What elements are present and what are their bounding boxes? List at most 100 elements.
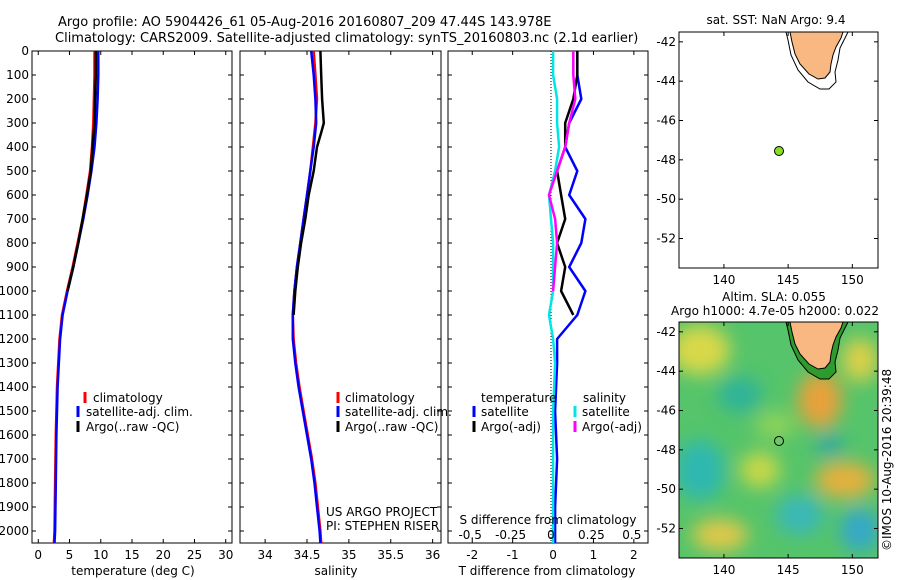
x-tick-label: 140 [712,273,735,287]
legend-temperature-heading: temperature [481,391,556,405]
difference-xlabel: T difference from climatology [458,564,636,578]
x-tick-label: 1 [590,548,598,562]
y-tick-label: 1400 [0,380,29,394]
pi-annotation: PI: STEPHEN RISER [326,519,439,533]
series-line-satellite-adj--clim- [53,51,100,544]
salinity-axes [239,50,442,544]
series-line-satellite [547,51,561,543]
difference-legend: temperature satellite Argo(-adj) salinit… [472,391,642,434]
tasmania-landmass [789,32,844,80]
x-tick-label: 35 [341,548,356,562]
s-diff-tick-label: 0 [547,528,555,542]
legend-s-satellite: satellite [582,405,630,419]
legend-argo: Argo(..raw -QC) [86,420,179,434]
x-tick-label: 15 [124,548,139,562]
y-tick-label: 500 [6,164,29,178]
x-tick-label: 5 [66,548,74,562]
header-line1: Argo profile: AO 5904426_61 05-Aug-2016 … [58,15,551,30]
x-tick-label: 10 [93,548,108,562]
salinity-panel: 34 34.5 35 35.5 36 salinity climatology sate… [239,50,452,578]
y-tick-label: -52 [656,522,676,536]
y-tick-label: -44 [656,364,676,378]
salinity-xlabel: salinity [314,564,357,578]
legend-salinity-heading: salinity [583,391,626,405]
sst-map-panel: sat. SST: NaN Argo: 9.4 140 145 150 -42 -44 -… [656,13,879,287]
y-tick-label: -48 [656,443,676,457]
y-tick-label: 900 [6,260,29,274]
s-difference-label: S difference from climatology [460,513,637,527]
legend-climatology: climatology [93,391,163,405]
series-line-argo---raw--qc- [66,51,98,292]
s-diff-tick-label: 0.5 [622,528,641,542]
y-tick-label: 800 [6,236,29,250]
x-tick-label: 150 [841,273,864,287]
difference-panel: -2 -1 0 1 2 T difference from climatology S … [447,50,649,578]
difference-axes [447,50,649,544]
y-tick-label: 1700 [0,452,29,466]
x-tick-label: 145 [777,563,800,577]
series-line-climatology [52,51,96,544]
header-line2: Climatology: CARS2009. Satellite-adjuste… [55,31,638,46]
x-tick-label: 2 [630,548,638,562]
x-tick-label: 30 [218,548,233,562]
x-tick-label: -1 [507,548,519,562]
x-tick-label: 140 [712,563,735,577]
sla-anomaly-blobs [679,325,878,552]
s-diff-tick-label: -0.5 [458,528,481,542]
y-tick-label: 200 [6,92,29,106]
x-tick-label: 20 [156,548,171,562]
legend-climatology: climatology [345,391,415,405]
x-tick-label: -2 [466,548,478,562]
legend-t-argo: Argo(-adj) [481,420,541,434]
sla-map-title-line2: Argo h1000: 4.7e-05 h2000: 0.022 [671,304,879,318]
tasmania-landmass [789,322,844,370]
temperature-panel: 0 5 10 15 20 25 30 0 100 200 300 400 500 600 700 800 90… [0,44,233,578]
shelf-contour [785,32,849,90]
legend-t-satellite: satellite [481,405,529,419]
y-tick-label: -42 [656,325,676,339]
y-tick-label: -50 [656,482,676,496]
temperature-legend: climatology satellite-adj. clim. Argo(..… [76,391,193,434]
sla-map-title-line1: Altim. SLA: 0.055 [722,290,826,304]
y-tick-label: 1900 [0,500,29,514]
y-tick-label: 1800 [0,476,29,490]
legend-s-argo: Argo(-adj) [582,420,642,434]
sla-map-panel: Altim. SLA: 0.055 Argo h1000: 4.7e-05 h2… [656,290,879,577]
x-tick-label: 0 [549,548,557,562]
salinity-legend: climatology satellite-adj. clim. Argo(..… [336,391,452,434]
y-tick-label: 1300 [0,356,29,370]
y-tick-label: 700 [6,212,29,226]
x-tick-label: 150 [841,563,864,577]
y-tick-label: -48 [656,153,676,167]
argo-float-marker [774,436,784,446]
x-tick-label: 34 [257,548,272,562]
y-tick-label: 1500 [0,404,29,418]
s-diff-tick-label: 0.25 [578,528,605,542]
y-tick-label: 400 [6,140,29,154]
y-tick-label: 2000 [0,524,29,538]
legend-satellite: satellite-adj. clim. [345,405,452,419]
y-tick-label: -44 [656,74,676,88]
y-tick-label: 100 [6,68,29,82]
argo-float-marker [774,146,784,156]
y-tick-label: 1600 [0,428,29,442]
project-annotation: US ARGO PROJECT [326,505,438,519]
x-tick-label: 25 [187,548,202,562]
legend-argo: Argo(..raw -QC) [345,420,438,434]
x-tick-label: 0 [34,548,42,562]
y-tick-label: 0 [21,44,29,58]
y-tick-label: 300 [6,116,29,130]
y-tick-label: -46 [656,404,676,418]
x-tick-label: 34.5 [294,548,321,562]
s-diff-tick-label: -0.25 [495,528,526,542]
imos-credit: ©IMOS 10-Aug-2016 20:39:48 [880,369,894,551]
legend-satellite: satellite-adj. clim. [86,405,193,419]
y-tick-label: -50 [656,192,676,206]
series-line-satellite-adj--clim- [291,50,322,544]
x-tick-label: 36 [425,548,440,562]
series-line-argo---raw--qc- [292,50,326,316]
sst-map-title: sat. SST: NaN Argo: 9.4 [707,13,846,27]
x-tick-label: 35.5 [377,548,404,562]
y-tick-label: 600 [6,188,29,202]
